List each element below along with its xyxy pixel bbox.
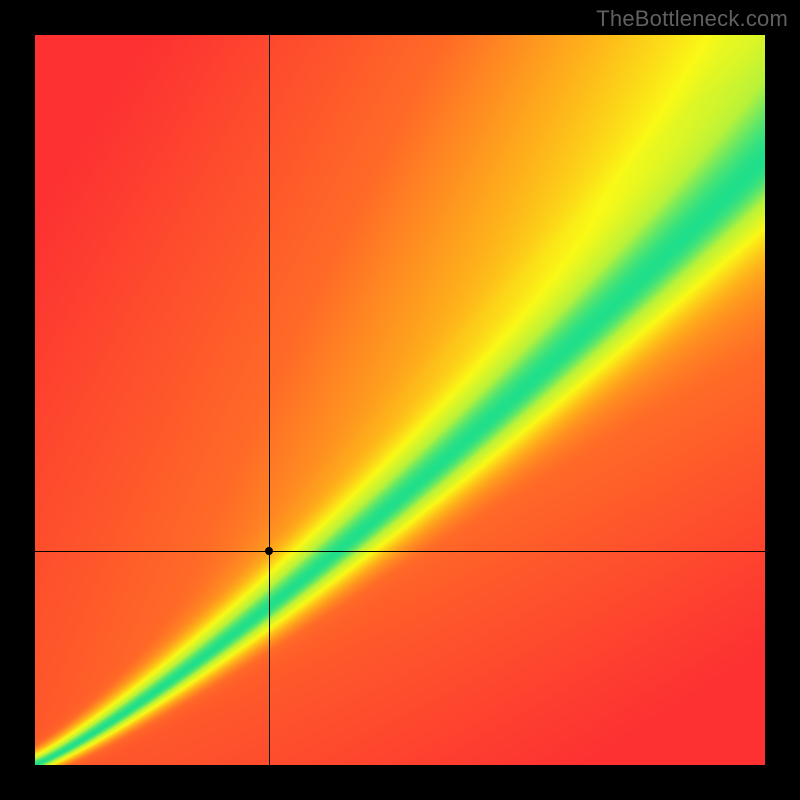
watermark-text: TheBottleneck.com bbox=[596, 6, 788, 32]
heatmap-canvas bbox=[35, 35, 765, 765]
marker-dot bbox=[265, 547, 273, 555]
plot-area bbox=[35, 35, 765, 765]
chart-container: TheBottleneck.com bbox=[0, 0, 800, 800]
crosshair-horizontal bbox=[35, 551, 765, 552]
crosshair-vertical bbox=[269, 35, 270, 765]
